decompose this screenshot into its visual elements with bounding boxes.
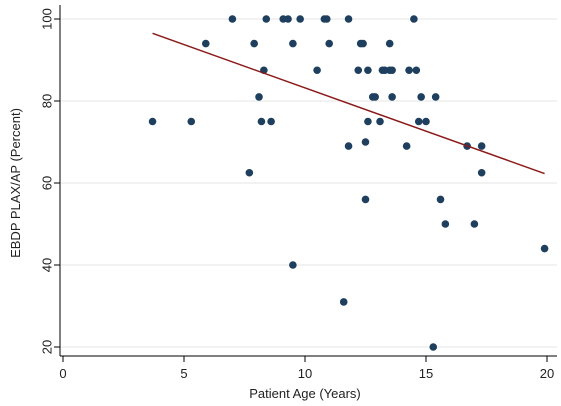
data-point bbox=[477, 168, 486, 177]
data-point bbox=[245, 168, 254, 177]
x-axis-title: Patient Age (Years) bbox=[249, 386, 361, 401]
x-tick-label: 10 bbox=[298, 366, 312, 381]
y-tick-label: 60 bbox=[39, 176, 54, 190]
x-tick-label: 0 bbox=[59, 366, 66, 381]
y-tick-label: 40 bbox=[39, 258, 54, 272]
data-point bbox=[540, 244, 549, 253]
data-point bbox=[431, 93, 440, 101]
data-point bbox=[470, 220, 479, 228]
data-point bbox=[371, 93, 379, 101]
data-point bbox=[364, 66, 372, 75]
data-point bbox=[344, 142, 353, 150]
x-tick-label: 5 bbox=[180, 366, 187, 381]
y-tick-label: 100 bbox=[39, 8, 54, 30]
fit-line-group bbox=[152, 32, 545, 175]
data-point bbox=[388, 93, 396, 101]
data-point bbox=[187, 117, 196, 126]
data-point bbox=[313, 66, 321, 75]
axes bbox=[59, 5, 557, 357]
data-point bbox=[429, 343, 438, 351]
data-point bbox=[289, 261, 297, 269]
data-point bbox=[354, 66, 363, 75]
data-point bbox=[402, 142, 411, 150]
data-point bbox=[325, 39, 334, 48]
data-point bbox=[201, 39, 210, 48]
fit-line bbox=[152, 32, 545, 175]
data-point bbox=[289, 39, 297, 48]
data-point bbox=[364, 117, 372, 126]
data-point bbox=[436, 195, 445, 204]
data-point bbox=[405, 66, 413, 75]
data-point bbox=[417, 93, 425, 101]
data-point bbox=[267, 117, 275, 126]
data-point bbox=[296, 15, 304, 23]
data-point bbox=[361, 195, 370, 204]
data-point bbox=[262, 15, 271, 23]
data-point bbox=[257, 117, 266, 126]
x-tick-label: 15 bbox=[419, 366, 433, 381]
y-tick-label: 80 bbox=[39, 94, 54, 108]
data-point bbox=[376, 117, 384, 126]
data-point bbox=[412, 66, 421, 75]
data-point bbox=[422, 117, 430, 126]
x-tick-label: 20 bbox=[540, 366, 554, 381]
gridlines bbox=[61, 18, 557, 348]
data-point bbox=[361, 138, 370, 146]
data-point bbox=[250, 39, 258, 48]
data-point bbox=[388, 66, 396, 75]
y-axis-ticks: 20 40 60 80 100 bbox=[39, 8, 60, 354]
data-point bbox=[255, 93, 263, 101]
y-axis-title: EBDP PLAX/AP (Percent) bbox=[8, 108, 23, 258]
data-point bbox=[385, 39, 394, 48]
data-point bbox=[322, 15, 331, 23]
data-point bbox=[410, 15, 418, 23]
data-point bbox=[414, 117, 423, 126]
data-point bbox=[148, 117, 157, 126]
data-points bbox=[148, 15, 549, 351]
data-point bbox=[477, 142, 486, 150]
x-axis-ticks: 0 5 10 15 20 bbox=[59, 356, 554, 381]
data-point bbox=[359, 39, 367, 48]
data-point bbox=[339, 298, 348, 306]
data-point bbox=[228, 15, 237, 23]
data-point bbox=[441, 220, 450, 228]
data-point bbox=[344, 15, 353, 23]
y-tick-label: 20 bbox=[39, 340, 54, 354]
data-point bbox=[284, 15, 292, 23]
